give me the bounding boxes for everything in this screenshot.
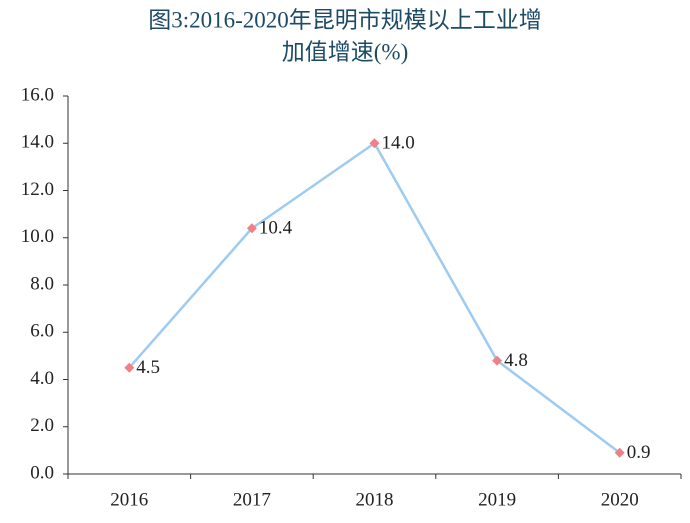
y-tick-label: 0.0 [30, 462, 54, 483]
marker [492, 355, 503, 366]
y-tick-label: 4.0 [30, 368, 54, 389]
y-tick-label: 14.0 [21, 132, 54, 153]
data-label: 4.5 [136, 357, 160, 378]
y-tick-label: 12.0 [21, 179, 54, 200]
chart-title: 加值增速(%) [282, 39, 408, 64]
data-label: 0.9 [627, 442, 651, 463]
data-label: 14.0 [382, 133, 415, 154]
y-tick-label: 6.0 [30, 321, 54, 342]
y-tick-label: 10.0 [21, 226, 54, 247]
y-tick-label: 8.0 [30, 273, 54, 294]
x-tick-label: 2018 [356, 489, 394, 510]
marker [614, 447, 625, 458]
marker [246, 223, 257, 234]
x-tick-label: 2017 [233, 489, 271, 510]
chart-title: 图3:2016-2020年昆明市规模以上工业增 [148, 7, 542, 32]
y-tick-label: 16.0 [21, 84, 54, 105]
marker [124, 362, 135, 373]
data-label: 4.8 [504, 350, 528, 371]
line [128, 141, 621, 454]
x-tick-label: 2020 [601, 489, 639, 510]
x-tick-label: 2016 [110, 489, 148, 510]
data-label: 10.4 [259, 218, 293, 239]
marker [369, 138, 380, 149]
x-tick-label: 2019 [478, 489, 516, 510]
y-tick-label: 2.0 [30, 415, 54, 436]
